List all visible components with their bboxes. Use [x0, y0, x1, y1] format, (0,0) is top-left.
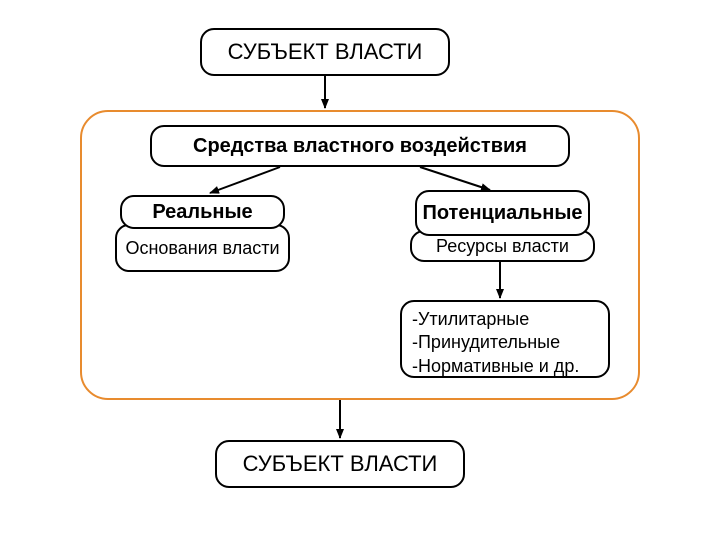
node-bottom-subject: СУБЪЕКТ ВЛАСТИ	[215, 440, 465, 488]
types-item: -Утилитарные	[412, 308, 598, 331]
node-real-title: Реальные	[120, 195, 285, 229]
node-types-list: -Утилитарные -Принудительные -Нормативны…	[400, 300, 610, 378]
node-potential-title: Потенциальные	[415, 190, 590, 236]
node-means: Средства властного воздействия	[150, 125, 570, 167]
types-item: -Нормативные и др.	[412, 355, 598, 378]
node-top-subject: СУБЪЕКТ ВЛАСТИ	[200, 28, 450, 76]
types-item: -Принудительные	[412, 331, 598, 354]
node-real-sub: Основания власти	[115, 224, 290, 272]
